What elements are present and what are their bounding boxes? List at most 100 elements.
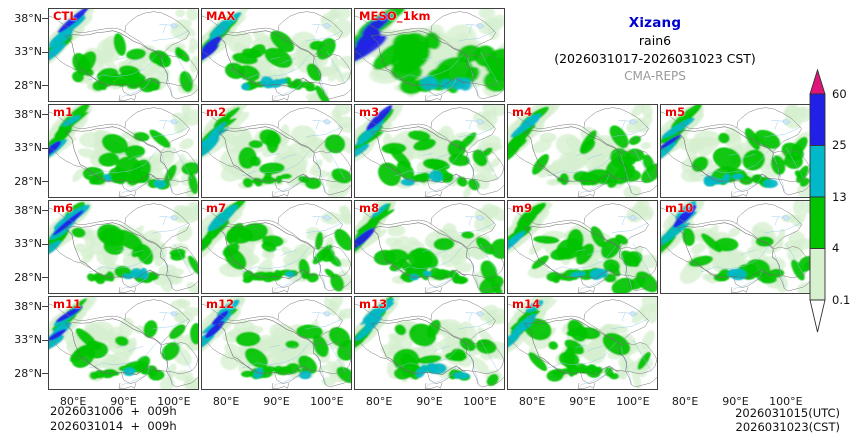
precip-field [355, 297, 504, 387]
y-tick-mark [42, 114, 48, 116]
map-panel-m13: m13 [354, 296, 505, 390]
y-tick-label: 28°N [14, 270, 42, 284]
admin-boundaries [202, 108, 351, 197]
map-panel-m7: m7 [201, 200, 352, 294]
rivers [701, 215, 804, 291]
map-panel-m1: m1 [48, 104, 199, 198]
admin-boundaries [508, 108, 657, 197]
y-tick-label: 28°N [14, 78, 42, 92]
precip-map [355, 9, 504, 101]
forecast-init-info: 2026031006 + 009h 2026031014 + 009h [50, 404, 177, 434]
data-source-label: CMA-REPS [624, 69, 686, 83]
admin-boundaries [355, 204, 504, 293]
map-panel-m9: m9 [507, 200, 658, 294]
rivers [395, 215, 498, 291]
rivers [89, 311, 192, 387]
precip-map [508, 201, 657, 293]
map-panel-m4: m4 [507, 104, 658, 198]
map-panel-max: MAX [201, 8, 352, 102]
x-tick-label: 80°E [212, 395, 240, 408]
admin-boundaries [49, 12, 198, 101]
y-tick-mark [42, 243, 48, 245]
precip-field [508, 201, 657, 293]
precip-field [202, 9, 351, 101]
figure-title-block: Xizang rain6 (2026031017-2026031023 CST)… [510, 14, 800, 85]
x-tick-label: 80°E [518, 395, 546, 408]
precip-map [355, 105, 504, 197]
precip-field [49, 105, 198, 197]
y-tick-mark [42, 18, 48, 20]
x-tick-label: 100°E [616, 395, 650, 408]
admin-boundaries [202, 300, 351, 389]
y-tick-label: 38°N [14, 11, 42, 25]
precip-field [355, 201, 504, 293]
precip-map [202, 9, 351, 101]
rivers [395, 23, 498, 99]
y-tick-label: 33°N [14, 45, 42, 59]
x-tick-label: 90°E [722, 395, 749, 408]
x-tick-label: 90°E [569, 395, 596, 408]
colorbar-gradient [809, 68, 826, 333]
init-line-1: 2026031006 + 009h [50, 404, 177, 418]
rivers [701, 119, 804, 195]
admin-boundaries [202, 204, 351, 293]
admin-boundaries [202, 12, 351, 101]
y-tick-label: 38°N [14, 107, 42, 121]
x-tick-label: 100°E [310, 395, 344, 408]
map-panel-meso_1km: MESO_1km [354, 8, 505, 102]
precip-map [661, 105, 810, 197]
precip-map [508, 297, 657, 389]
map-panel-m11: m11 [48, 296, 199, 390]
precip-field [508, 105, 657, 197]
y-tick-mark [42, 51, 48, 53]
colorbar-label-60: 60 [832, 86, 847, 101]
x-tick-label: 100°E [769, 395, 803, 408]
y-tick-mark [42, 147, 48, 149]
y-tick-label: 38°N [14, 203, 42, 217]
precip-map [202, 201, 351, 293]
rivers [242, 311, 345, 387]
admin-boundaries [49, 204, 198, 293]
precip-map [49, 9, 198, 101]
x-tick-label: 80°E [59, 395, 87, 408]
y-tick-label: 38°N [14, 299, 42, 313]
y-tick-mark [42, 277, 48, 279]
map-panel-m10: m10 [660, 200, 811, 294]
valid-utc: 2026031015(UTC) [735, 406, 840, 420]
variable-label: rain6 [638, 33, 672, 48]
colorbar: 60 25 13 4 0.1 [806, 68, 860, 336]
rivers [548, 215, 651, 291]
rivers [548, 119, 651, 195]
precip-field [202, 297, 351, 386]
colorbar-label-13: 13 [832, 189, 847, 204]
y-tick-mark [42, 85, 48, 87]
page-title: Xizang [628, 15, 682, 31]
precip-map [508, 105, 657, 197]
rivers [242, 23, 345, 99]
period-label: (2026031017-2026031023 CST) [554, 51, 756, 66]
y-tick-label: 28°N [14, 366, 42, 380]
x-tick-label: 90°E [110, 395, 137, 408]
precip-field [355, 9, 504, 98]
colorbar-label-0p1: 0.1 [832, 292, 851, 307]
admin-boundaries [661, 108, 810, 197]
precip-field [202, 105, 351, 197]
map-panel-ctl: CTL [48, 8, 199, 102]
map-panel-m5: m5 [660, 104, 811, 198]
y-tick-mark [42, 210, 48, 212]
init-line-2: 2026031014 + 009h [50, 419, 177, 433]
y-tick-mark [42, 373, 48, 375]
colorbar-label-4: 4 [832, 241, 840, 255]
admin-boundaries [508, 300, 657, 389]
y-tick-label: 33°N [14, 141, 42, 155]
valid-cst: 2026031023(CST) [735, 420, 841, 434]
admin-boundaries [355, 300, 504, 389]
precip-map [355, 201, 504, 293]
x-tick-label: 80°E [365, 395, 393, 408]
map-panel-m2: m2 [201, 104, 352, 198]
precip-field [49, 201, 198, 293]
precip-field [355, 105, 504, 197]
x-tick-label: 90°E [416, 395, 443, 408]
x-tick-label: 100°E [157, 395, 191, 408]
